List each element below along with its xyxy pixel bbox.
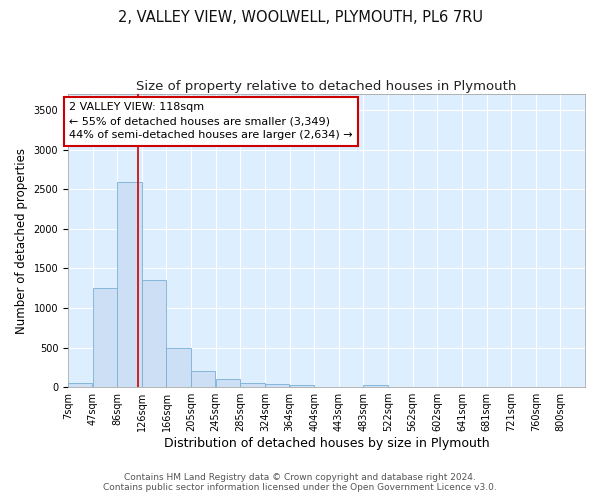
Bar	[142, 280, 166, 387]
X-axis label: Distribution of detached houses by size in Plymouth: Distribution of detached houses by size …	[164, 437, 490, 450]
Text: 2 VALLEY VIEW: 118sqm
← 55% of detached houses are smaller (3,349)
44% of semi-d: 2 VALLEY VIEW: 118sqm ← 55% of detached …	[69, 102, 353, 140]
Bar	[216, 379, 240, 387]
Bar	[241, 383, 265, 387]
Y-axis label: Number of detached properties: Number of detached properties	[15, 148, 28, 334]
Title: Size of property relative to detached houses in Plymouth: Size of property relative to detached ho…	[136, 80, 517, 93]
Bar	[290, 384, 314, 387]
Bar	[166, 348, 191, 387]
Bar	[364, 384, 388, 387]
Text: 2, VALLEY VIEW, WOOLWELL, PLYMOUTH, PL6 7RU: 2, VALLEY VIEW, WOOLWELL, PLYMOUTH, PL6 …	[118, 10, 482, 25]
Bar	[191, 371, 215, 387]
Bar	[117, 182, 142, 387]
Bar	[68, 383, 92, 387]
Bar	[265, 384, 289, 387]
Bar	[92, 288, 117, 387]
Text: Contains HM Land Registry data © Crown copyright and database right 2024.
Contai: Contains HM Land Registry data © Crown c…	[103, 473, 497, 492]
